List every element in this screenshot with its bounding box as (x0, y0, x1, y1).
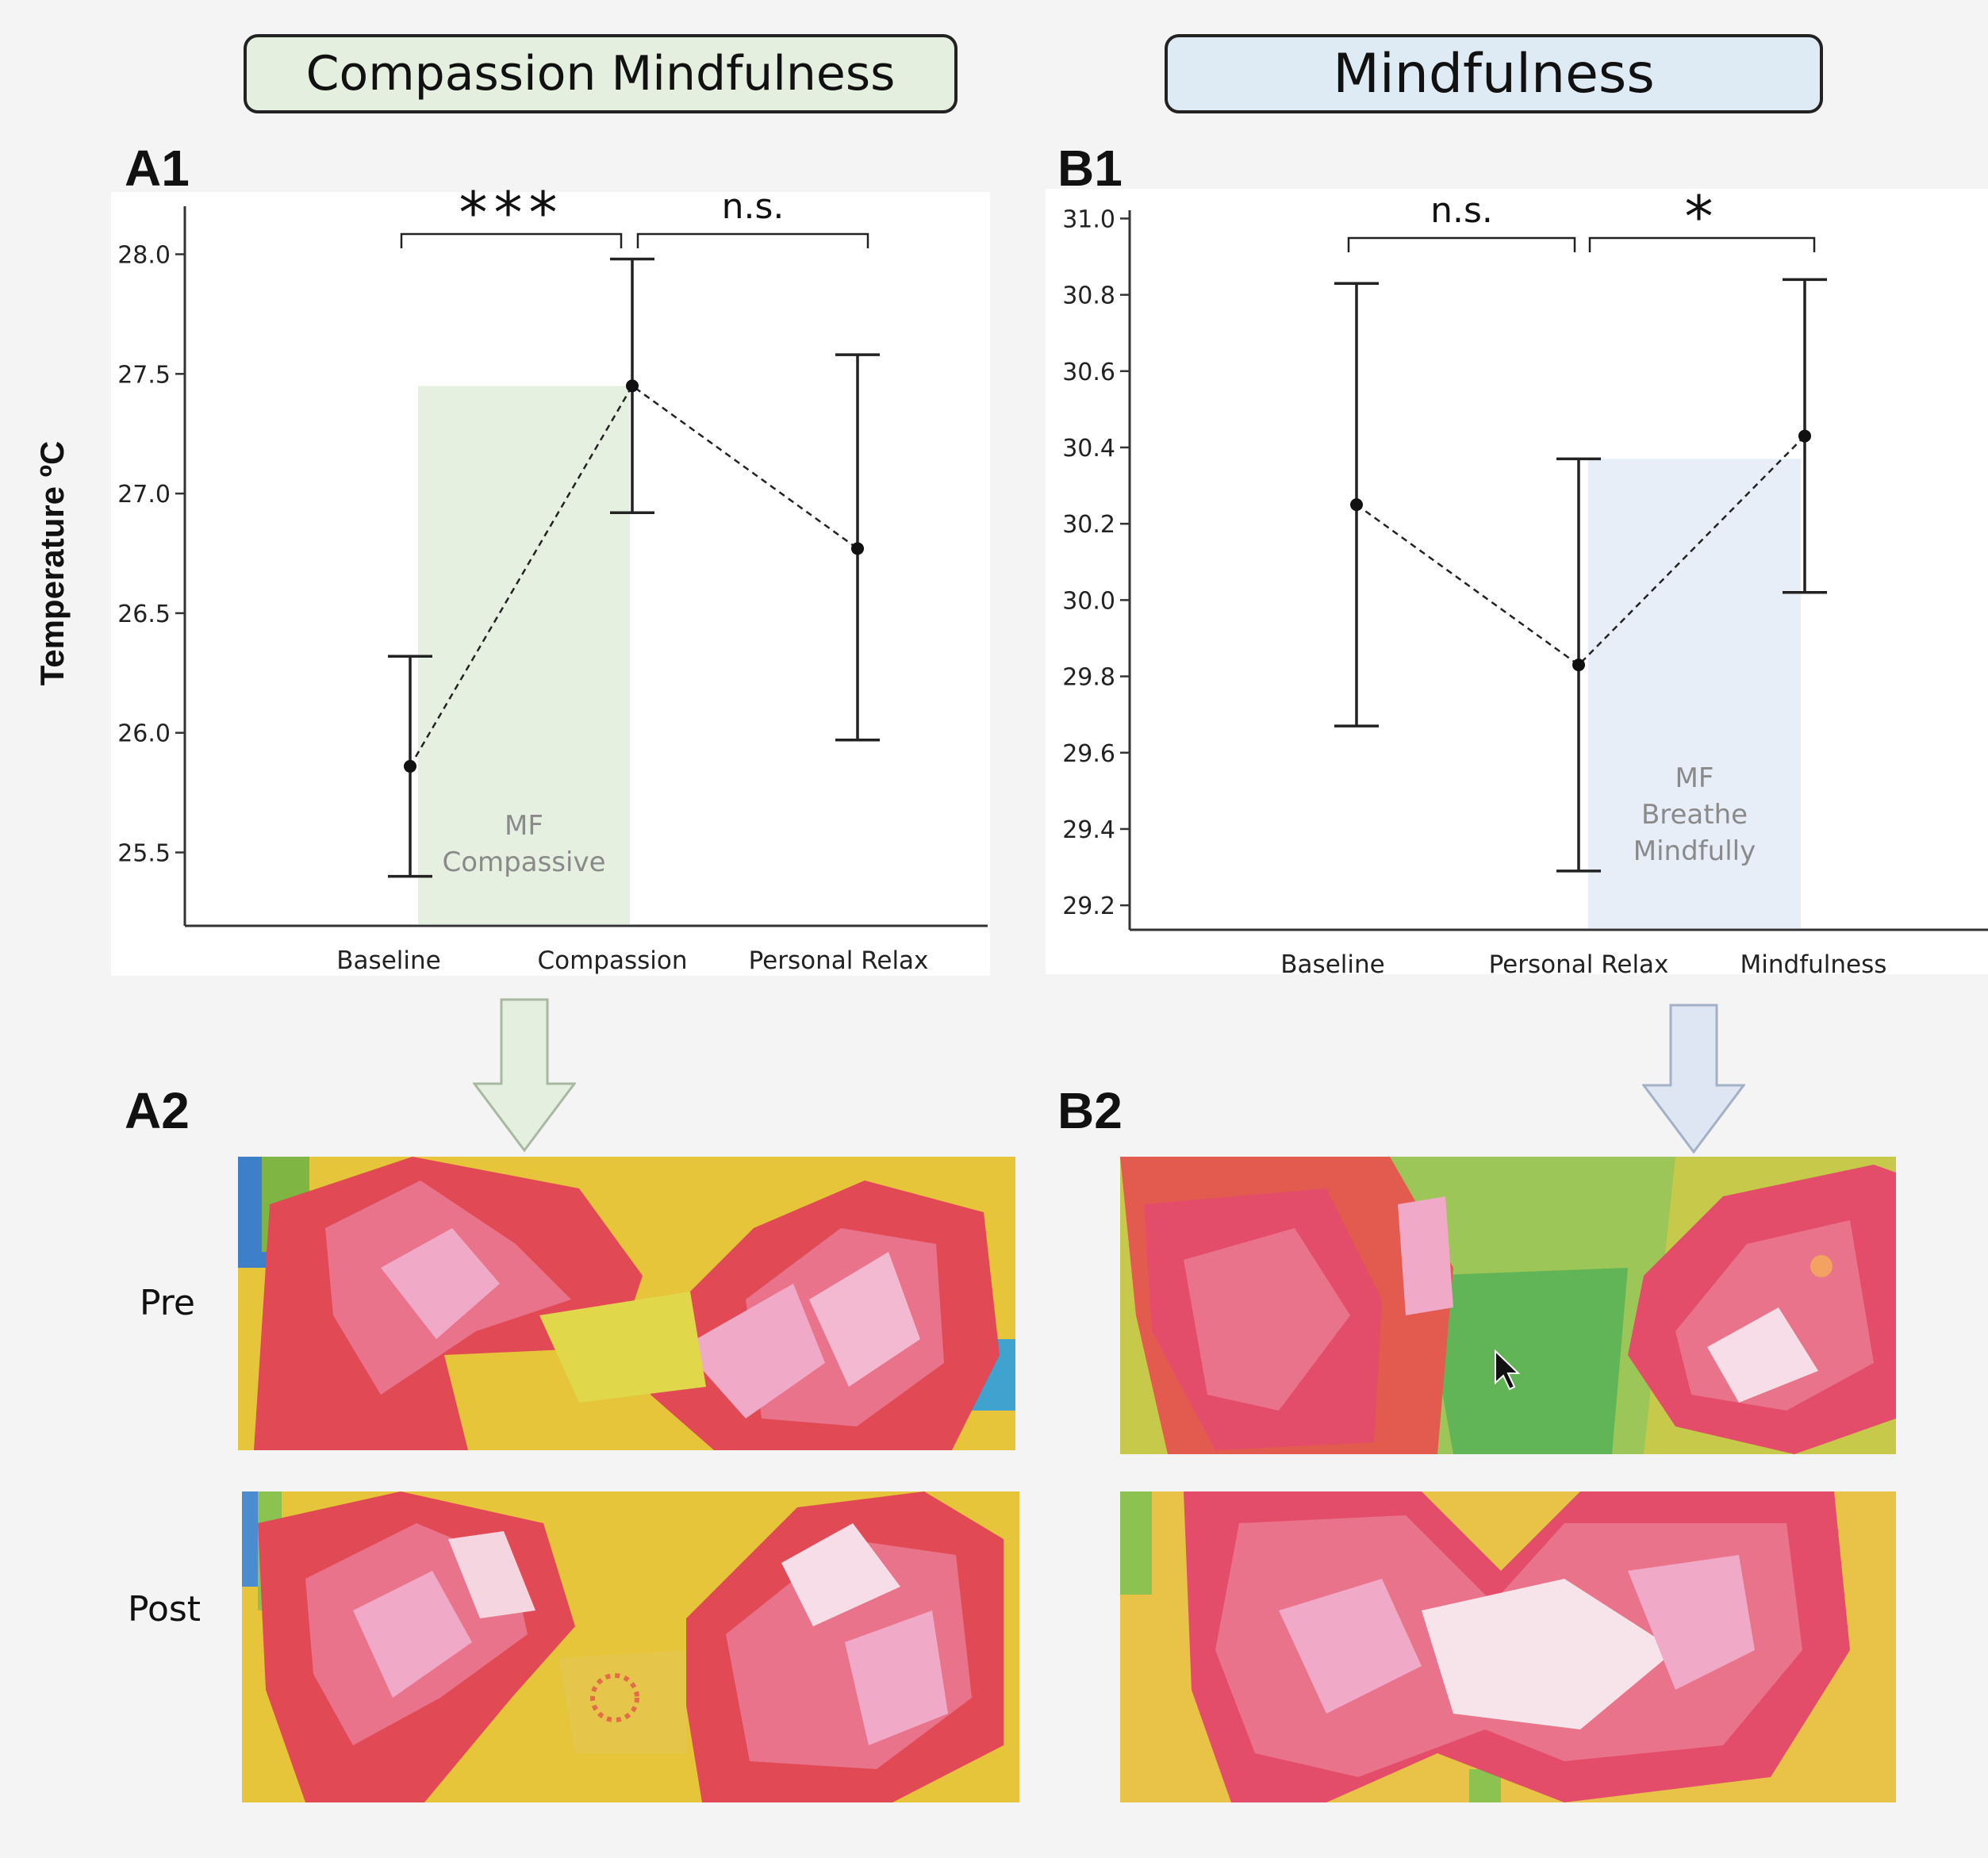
y-tick-label: 31.0 (1062, 205, 1115, 233)
x-category-label: Personal Relax (1489, 950, 1669, 976)
significance-bracket (636, 232, 869, 248)
thermal-hands-icon (238, 1157, 1015, 1450)
y-tick-label: 30.0 (1062, 587, 1115, 615)
x-category-label: Baseline (1280, 950, 1384, 976)
y-tick-label: 30.6 (1062, 359, 1115, 386)
panel-label-a2: A2 (125, 1082, 190, 1139)
y-tick-label: 27.0 (117, 481, 171, 509)
y-tick-label: 27.5 (117, 361, 171, 389)
significance-bracket (400, 232, 623, 248)
y-tick-label: 30.2 (1062, 511, 1115, 539)
mean-point (626, 379, 639, 393)
y-tick-label: 28.0 (117, 241, 171, 269)
thermal-image-b2-post (1120, 1491, 1896, 1802)
thermal-image-a2-pre (238, 1157, 1015, 1450)
significance-bracket (1588, 236, 1816, 252)
mean-point (851, 542, 864, 555)
mean-point (1572, 658, 1585, 672)
chart-b1: MF Breathe Mindfully 29.2 29.4 29.6 29.8 30.0 30… (1046, 183, 1988, 976)
thermal-hands-icon (1120, 1491, 1896, 1802)
thermal-image-b2-pre (1120, 1157, 1896, 1454)
thermal-hands-icon (242, 1491, 1019, 1802)
significance-label: n.s. (1430, 190, 1493, 231)
significance-label: n.s. (722, 186, 785, 227)
x-category-label: Baseline (336, 946, 440, 975)
significance-label: * (1685, 183, 1720, 250)
y-tick-label: 30.8 (1062, 282, 1115, 310)
mean-dashed-line (1356, 435, 1806, 666)
panel-label-b1: B1 (1057, 140, 1123, 197)
plot-background (1046, 189, 1988, 974)
shade-label-line: MF (1675, 762, 1714, 794)
y-tick-label: 30.4 (1062, 435, 1115, 463)
x-category-label: Mindfulness (1740, 950, 1887, 976)
x-category-label: Compassion (537, 946, 687, 975)
y-axis-title: Temperature ºC (33, 441, 71, 686)
mean-dashed-line (409, 384, 858, 767)
shade-label-line: Breathe (1641, 799, 1748, 831)
y-tick-label: 25.5 (117, 840, 171, 868)
compassion-mindfulness-header: Compassion Mindfulness (244, 34, 958, 113)
y-tick-label: 29.6 (1062, 740, 1115, 768)
row-label-post: Post (128, 1589, 201, 1630)
y-tick-label: 29.8 (1062, 664, 1115, 692)
y-tick-label: 26.0 (117, 720, 171, 748)
shade-label-line: MF (505, 810, 543, 842)
panel-label-b2: B2 (1057, 1082, 1123, 1139)
mean-point (1350, 498, 1363, 512)
intervention-shade (1588, 459, 1801, 928)
shade-label-line: Mindfully (1633, 835, 1756, 867)
chart-a1: MF Compassive 25.5 26.0 26.5 27.0 27.5 28.0 Base… (33, 182, 990, 976)
down-arrow-green-icon (473, 998, 576, 1153)
y-tick-label: 29.4 (1062, 816, 1115, 844)
thermal-image-a2-post (242, 1491, 1019, 1802)
intervention-shade (418, 386, 630, 924)
mindfulness-header: Mindfulness (1165, 34, 1823, 113)
significance-label: *** (459, 182, 564, 246)
mean-point (404, 759, 416, 773)
y-tick-label: 29.2 (1062, 893, 1115, 920)
shade-label-line: Compassive (443, 846, 606, 878)
down-arrow-blue-icon (1642, 1004, 1745, 1154)
mean-point (1798, 429, 1811, 443)
panel-label-a1: A1 (125, 140, 190, 197)
row-label-pre: Pre (140, 1283, 195, 1323)
significance-bracket (1347, 236, 1576, 252)
thermal-hands-icon (1120, 1157, 1896, 1454)
y-tick-label: 26.5 (117, 601, 171, 628)
x-category-label: Personal Relax (749, 946, 929, 975)
